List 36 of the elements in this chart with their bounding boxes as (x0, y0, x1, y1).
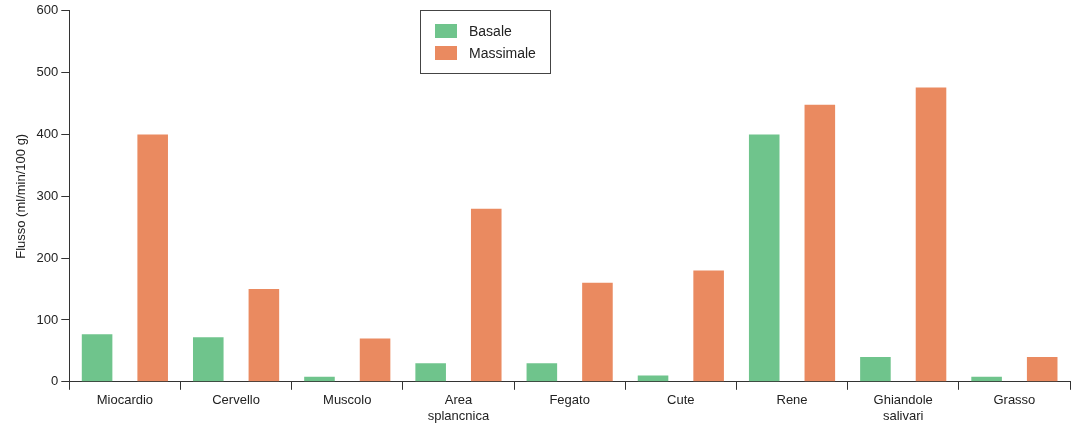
x-tick-label: Rene (776, 392, 808, 408)
bar (860, 357, 891, 382)
y-tick-label: 100 (36, 311, 59, 327)
bar (748, 134, 780, 382)
y-tick-label: 300 (36, 187, 59, 203)
bar (415, 363, 446, 382)
y-axis-title: Flusso (ml/min/100 g) (13, 133, 29, 259)
x-tick-label: Muscolo (323, 392, 372, 408)
bar (1026, 357, 1058, 382)
x-tick-label: Miocardio (96, 392, 154, 408)
bar (137, 134, 168, 382)
y-tick-label: 500 (36, 64, 59, 80)
bar (304, 376, 335, 382)
bar (248, 289, 280, 382)
bar (971, 376, 1002, 382)
x-tick-label: Fegato (549, 392, 590, 408)
y-tick-label: 0 (51, 373, 59, 389)
legend-label: Basale (468, 23, 513, 39)
y-tick-label: 600 (36, 2, 59, 18)
bar (915, 87, 947, 382)
x-tick-label: Ghiandole salivari (873, 392, 933, 423)
bar (81, 334, 113, 382)
bar (359, 338, 391, 382)
y-tick-label: 400 (36, 126, 59, 142)
x-tick-label: Area splancnica (427, 392, 490, 423)
x-tick-label: Cervello (212, 392, 260, 408)
bar (526, 363, 558, 382)
legend-label: Massimale (468, 45, 536, 61)
bar (192, 337, 224, 382)
bar (470, 208, 502, 382)
x-tick-label: Cute (667, 392, 695, 408)
bar (804, 104, 836, 382)
bar (693, 270, 724, 382)
x-tick-label: Grasso (993, 392, 1036, 408)
bar (582, 282, 613, 382)
y-tick-label: 200 (36, 249, 59, 265)
